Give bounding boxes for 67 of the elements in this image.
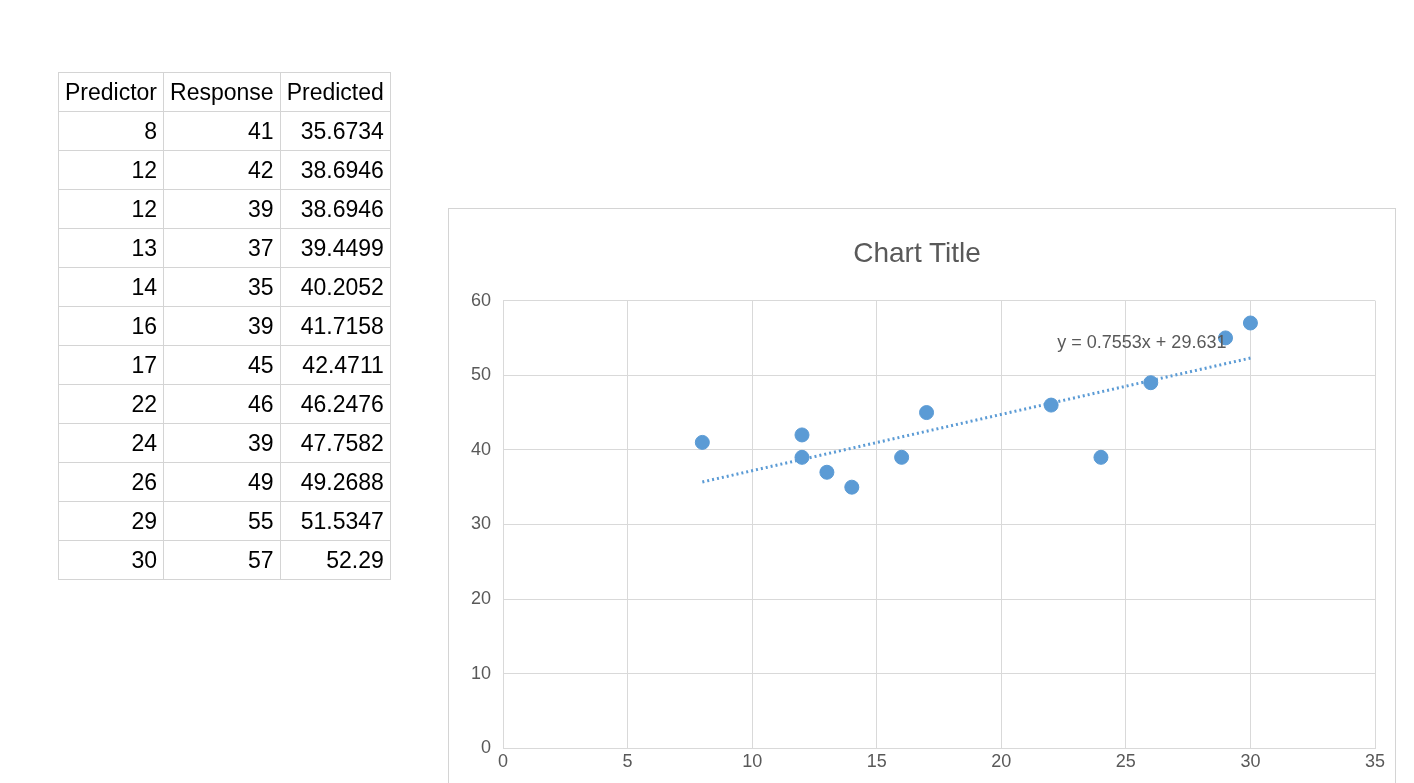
x-tick-label: 35 [1364, 751, 1386, 772]
text: 57 [163, 540, 281, 580]
text: 41.7158 [280, 306, 391, 346]
text: 22 [58, 384, 164, 424]
point [1143, 375, 1159, 391]
text: 39.4499 [280, 228, 391, 268]
text: 46.2476 [280, 384, 391, 424]
x-tick-label: 10 [742, 751, 763, 772]
text: 16 [58, 306, 164, 346]
text: 17 [58, 345, 164, 385]
y-tick-label: 10 [470, 662, 492, 683]
point [794, 449, 810, 465]
y-tick-label: 50 [470, 364, 492, 385]
y-tick-label: 30 [470, 513, 492, 534]
text: 45 [163, 345, 281, 385]
x-tick-label: 25 [1115, 751, 1136, 772]
y-tick-label: 0 [481, 737, 492, 758]
text: 42.4711 [280, 345, 391, 385]
text: 46 [163, 384, 281, 424]
text: 14 [58, 267, 164, 307]
point [794, 427, 810, 443]
text: 35.6734 [280, 111, 391, 151]
text: 24 [58, 423, 164, 463]
text: 39 [163, 306, 281, 346]
x-tick-label: 20 [991, 751, 1012, 772]
text: 30 [58, 540, 164, 580]
y-tick-label: 60 [470, 289, 492, 310]
annotation: y = 0.7553x + 29.631 [1057, 332, 1227, 353]
x-tick-label: 0 [498, 751, 509, 772]
text: 8 [58, 111, 164, 151]
text: Predictor [58, 72, 164, 112]
text: 51.5347 [280, 501, 391, 541]
text: 39 [163, 189, 281, 229]
text: 42 [163, 150, 281, 190]
point [844, 479, 860, 495]
point [894, 449, 910, 465]
text: 41 [163, 111, 281, 151]
text: 35 [163, 267, 281, 307]
point [919, 405, 935, 421]
text: 13 [58, 228, 164, 268]
text: 38.6946 [280, 150, 391, 190]
point [1242, 315, 1258, 331]
text: 49.2688 [280, 462, 391, 502]
text: Predicted [280, 72, 391, 112]
text: 37 [163, 228, 281, 268]
x-tick-label: 30 [1240, 751, 1261, 772]
text: 12 [58, 189, 164, 229]
text: 29 [58, 501, 164, 541]
point [819, 464, 835, 480]
text: 40.2052 [280, 267, 391, 307]
text: 38.6946 [280, 189, 391, 229]
text: 39 [163, 423, 281, 463]
point [694, 434, 710, 450]
y-tick-label: 40 [470, 438, 492, 459]
text: 49 [163, 462, 281, 502]
point [1093, 449, 1109, 465]
x-tick-label: 15 [866, 751, 887, 772]
y-tick-label: 20 [470, 588, 492, 609]
chart-title: Chart Title [853, 236, 981, 268]
text: 55 [163, 501, 281, 541]
text: 47.7582 [280, 423, 391, 463]
text: Response [163, 72, 281, 112]
point [1043, 397, 1059, 413]
text: 26 [58, 462, 164, 502]
text: 12 [58, 150, 164, 190]
text: 52.29 [280, 540, 391, 580]
x-tick-label: 5 [622, 751, 633, 772]
